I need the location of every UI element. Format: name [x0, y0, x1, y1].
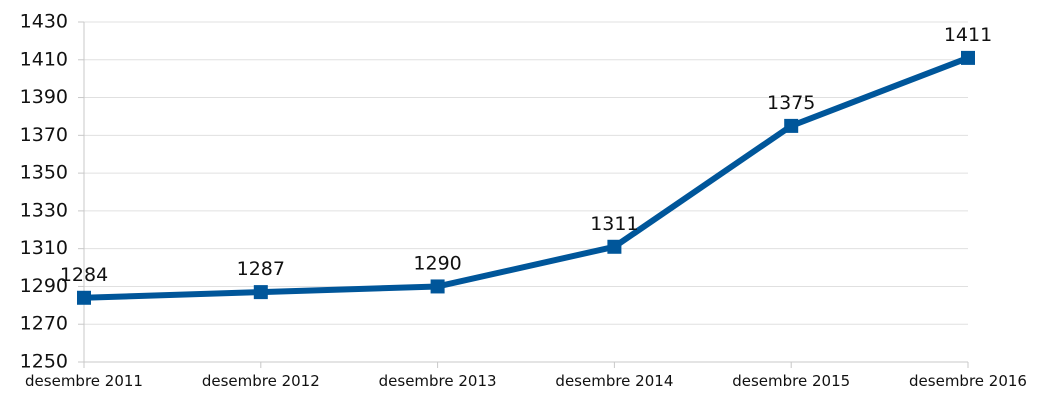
x-tick-label: desembre 2012: [202, 372, 320, 390]
series-line: [81, 54, 971, 301]
y-tick-label: 1410: [20, 48, 68, 70]
data-point-marker: [784, 118, 799, 133]
data-point-marker: [607, 239, 622, 254]
y-tick-label: 1290: [20, 275, 68, 297]
axes: [78, 21, 969, 368]
data-label: 1311: [590, 213, 638, 235]
data-label: 1287: [237, 258, 285, 280]
data-point-marker: [253, 285, 268, 300]
x-tick-label: desembre 2014: [555, 372, 673, 390]
x-tick-label: desembre 2015: [732, 372, 850, 390]
grid: [84, 21, 968, 363]
y-tick-label: 1430: [20, 11, 68, 33]
data-label: 1411: [944, 24, 992, 46]
y-tick-label: 1370: [20, 124, 68, 146]
y-tick-label: 1250: [20, 351, 68, 373]
x-tick-labels: desembre 2011 desembre 2012 desembre 2013 d…: [25, 372, 1027, 390]
data-label: 1284: [60, 264, 108, 286]
data-point-marker: [430, 279, 445, 294]
data-point-marker: [77, 290, 91, 305]
x-tick-label: desembre 2016: [909, 372, 1027, 390]
y-tick-label: 1310: [20, 237, 68, 259]
data-label: 1375: [767, 92, 815, 114]
y-tick-labels: 1250 1270 1290 1310 1330 1350 1370 1390 1410 1430: [20, 11, 68, 373]
y-tick-label: 1270: [20, 313, 68, 335]
series-layer: [77, 50, 975, 305]
y-tick-label: 1390: [20, 86, 68, 108]
data-point-marker: [961, 50, 975, 65]
x-tick-label: desembre 2013: [379, 372, 497, 390]
data-labels: 1284 1287 1290 1311 1375 1411: [60, 24, 992, 286]
y-tick-label: 1330: [20, 199, 68, 221]
data-label: 1290: [413, 252, 461, 274]
y-tick-label: 1350: [20, 162, 68, 184]
x-tick-label: desembre 2011: [25, 372, 143, 390]
